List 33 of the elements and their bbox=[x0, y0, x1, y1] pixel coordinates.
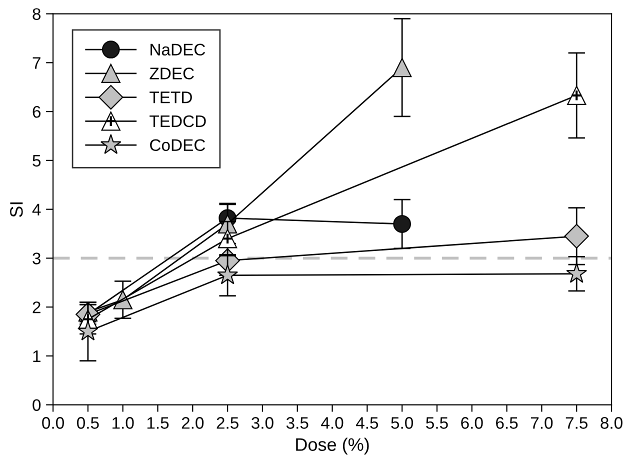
y-tick-label: 2 bbox=[32, 301, 40, 314]
x-tick-label: 5.0 bbox=[391, 417, 414, 429]
x-tick-label: 3.5 bbox=[286, 417, 308, 429]
y-tick-label: 6 bbox=[32, 106, 41, 118]
y-tick-label: 8 bbox=[32, 8, 41, 20]
y-tick-label: 3 bbox=[32, 252, 41, 264]
legend-label: NaDEC bbox=[150, 44, 206, 56]
x-tick-label: 1.0 bbox=[112, 417, 134, 429]
y-tick-label: 1 bbox=[33, 350, 40, 362]
x-tick-label: 7.5 bbox=[566, 417, 588, 429]
legend-label: CoDEC bbox=[150, 139, 206, 152]
x-tick-label: 5.5 bbox=[426, 417, 448, 429]
legend-label: ZDEC bbox=[150, 68, 194, 80]
x-tick-label: 6.5 bbox=[496, 417, 518, 429]
x-tick-label: 1.5 bbox=[147, 417, 169, 429]
legend-label: TEDCD bbox=[150, 115, 206, 128]
x-tick-label: 2.0 bbox=[182, 417, 204, 429]
x-tick-label: 2.5 bbox=[216, 417, 238, 429]
x-tick-label: 4.0 bbox=[321, 417, 344, 429]
y-axis-title: SI bbox=[10, 202, 23, 218]
x-tick-label: 3.0 bbox=[252, 417, 274, 429]
x-tick-label: 0.0 bbox=[42, 417, 64, 429]
y-tick-label: 5 bbox=[32, 155, 41, 167]
y-tick-label: 4 bbox=[32, 204, 41, 216]
y-tick-label: 0 bbox=[32, 399, 41, 412]
x-tick-label: 8.0 bbox=[600, 417, 622, 429]
x-tick-label: 7.0 bbox=[530, 417, 553, 429]
x-tick-label: 0.5 bbox=[77, 417, 99, 429]
y-tick-label: 7 bbox=[32, 57, 40, 69]
x-tick-label: 4.5 bbox=[356, 417, 378, 429]
x-tick-label: 6.0 bbox=[461, 417, 483, 429]
x-axis-title: Dose (%) bbox=[296, 438, 369, 455]
legend-label: TETD bbox=[150, 92, 192, 104]
